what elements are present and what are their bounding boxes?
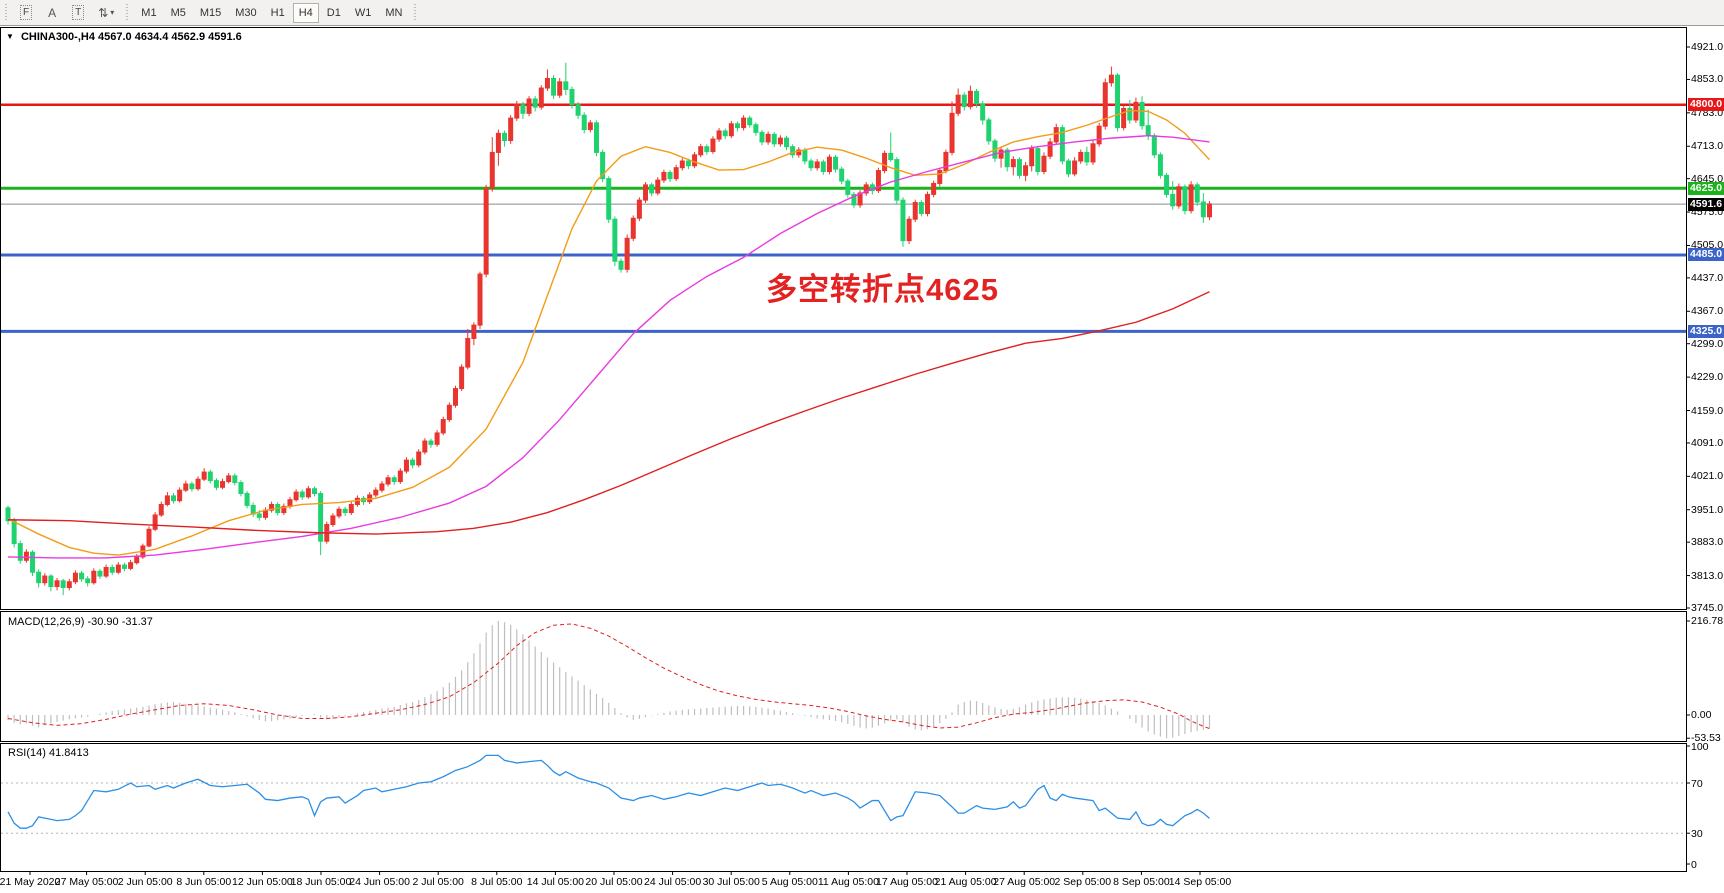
time-axis-label: 21 May 2020 xyxy=(0,876,61,888)
rsi-tick-label: 100 xyxy=(1691,741,1709,753)
price-tick-label: 4159.0 xyxy=(1691,404,1724,417)
time-axis-label: 8 Sep 05:00 xyxy=(1113,876,1170,888)
price-tick-label: 3745.0 xyxy=(1691,602,1724,614)
time-axis-label: 2 Jun 05:00 xyxy=(117,876,173,888)
price-tick-label: 4921.0 xyxy=(1691,41,1724,53)
chart-title-ohlc: 4567.0 4634.4 4562.9 4591.6 xyxy=(98,31,242,43)
rsi-line xyxy=(7,754,1210,829)
timeframe-button-H4[interactable]: H4 xyxy=(292,2,319,23)
time-axis-label: 8 Jun 05:00 xyxy=(176,876,232,888)
price-tick-label: 4091.0 xyxy=(1691,436,1724,449)
chart-title-symbol: CHINA300-,H4 xyxy=(20,31,95,43)
price-tick-label: 4229.0 xyxy=(1691,371,1724,384)
price-tick-label: 3813.0 xyxy=(1691,569,1724,582)
rsi-tick-label: 30 xyxy=(1691,828,1703,841)
ma-mid-magenta xyxy=(7,135,1210,559)
timeframe-button-H1[interactable]: H1 xyxy=(270,6,285,19)
timeframe-button-D1[interactable]: D1 xyxy=(326,6,341,19)
time-axis-label: 20 Jul 05:00 xyxy=(585,876,643,888)
timeframe-button-M15[interactable]: M15 xyxy=(199,6,222,19)
toolbar-grip-icon[interactable] xyxy=(412,3,420,22)
time-axis-label: 27 Aug 05:00 xyxy=(993,876,1056,888)
price-tick-label: 4505.0 xyxy=(1691,239,1724,252)
timeframe-button-group: M1 M5 M15 M30 H1 H4 D1 W1 MN xyxy=(134,2,409,23)
price-tick-label: 4853.0 xyxy=(1691,73,1724,86)
timeframe-button-M1[interactable]: M1 xyxy=(141,6,157,19)
time-axis-label: 14 Jul 05:00 xyxy=(526,876,584,888)
rsi-tick-label: 70 xyxy=(1691,778,1703,790)
price-tick-label: 4367.0 xyxy=(1691,305,1724,318)
price-badge: 4591.6 xyxy=(1688,197,1724,211)
time-axis-label: 18 Jun 05:00 xyxy=(290,876,352,888)
time-axis-label: 5 Aug 05:00 xyxy=(761,876,818,888)
price-tick-label: 4645.0 xyxy=(1691,172,1724,185)
text-box-icon[interactable]: T xyxy=(66,3,90,23)
price-badge: 4625.0 xyxy=(1688,181,1724,195)
collapse-triangle-icon[interactable]: ▼ xyxy=(6,32,14,41)
time-axis-label: 12 Jun 05:00 xyxy=(232,876,293,888)
time-axis-label: 24 Jun 05:00 xyxy=(349,876,410,888)
ma-fast-orange xyxy=(7,109,1210,556)
price-tick-label: 3883.0 xyxy=(1691,536,1724,549)
time-axis-label: 17 Aug 05:00 xyxy=(876,876,938,888)
toolbar: F A T ⇅ ▾ M1 M5 M15 M30 H1 H4 D1 W1 MN xyxy=(0,0,1724,26)
text-label-icon[interactable]: A xyxy=(48,5,57,20)
time-axis-label: 8 Jul 05:00 xyxy=(471,876,523,888)
timeframe-button-M5[interactable]: M5 xyxy=(170,6,186,19)
ma-slow-red xyxy=(7,291,1210,535)
macd-tick-label: 0.00 xyxy=(1691,709,1712,721)
rsi-indicator-label: RSI(14) 41.8413 xyxy=(8,747,89,759)
toolbar-grip-icon[interactable] xyxy=(3,3,10,22)
price-tick-label: 3951.0 xyxy=(1691,503,1724,516)
price-tick-label: 4299.0 xyxy=(1691,337,1724,350)
macd-signal-line xyxy=(7,623,1210,730)
time-axis-label: 2 Jul 05:00 xyxy=(412,876,464,888)
price-badge: 4800.0 xyxy=(1688,98,1724,112)
time-axis-label: 2 Sep 05:00 xyxy=(1054,876,1112,888)
rsi-tick-label: 0 xyxy=(1691,859,1697,871)
time-axis-label: 30 Jul 05:00 xyxy=(702,876,760,888)
time-axis-label: 14 Sep 05:00 xyxy=(1168,876,1232,888)
price-tick-label: 4021.0 xyxy=(1691,470,1724,483)
macd-tick-label: 216.78 xyxy=(1691,615,1724,627)
toolbar-grip-icon[interactable] xyxy=(124,3,132,22)
time-axis-label: 21 Aug 05:00 xyxy=(934,876,997,888)
macd-tick-label: -53.53 xyxy=(1691,732,1721,745)
chart-f-icon[interactable]: F xyxy=(14,3,38,23)
arrange-arrows-icon[interactable]: ⇅ ▾ xyxy=(98,5,115,20)
time-axis-label: 27 May 05:00 xyxy=(54,876,119,888)
chart-annotation-text[interactable]: 多空转折点4625 xyxy=(766,272,999,307)
macd-indicator-label: MACD(12,26,9) -30.90 -31.37 xyxy=(8,616,153,628)
timeframe-button-W1[interactable]: W1 xyxy=(354,6,372,19)
time-axis-label: 24 Jul 05:00 xyxy=(643,876,702,888)
time-axis-label: 11 Aug 05:00 xyxy=(817,876,879,888)
price-tick-label: 4713.0 xyxy=(1691,140,1724,153)
price-tick-label: 4437.0 xyxy=(1691,271,1724,284)
timeframe-button-M30[interactable]: M30 xyxy=(235,6,257,19)
price-badge: 4325.0 xyxy=(1688,324,1724,338)
price-badge: 4485.0 xyxy=(1688,248,1724,262)
chart-title: ▼ CHINA300-,H4 4567.0 4634.4 4562.9 4591… xyxy=(6,31,242,43)
timeframe-button-MN[interactable]: MN xyxy=(385,6,403,19)
